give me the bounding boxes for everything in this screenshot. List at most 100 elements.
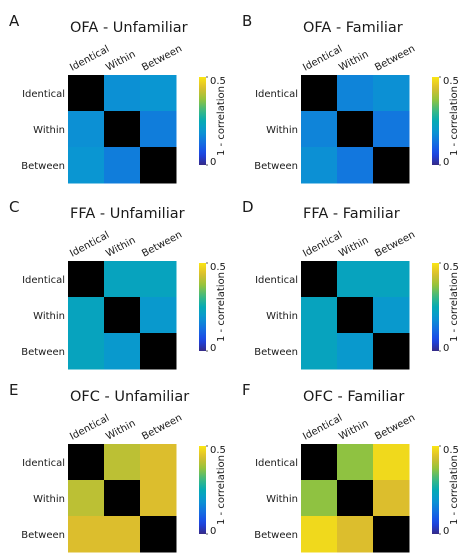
colorbar-tick-label: 0 [443, 343, 449, 354]
chart-title: OFC - Familiar [303, 389, 404, 405]
row-label-within: Within [33, 494, 65, 505]
colorbar [199, 446, 206, 534]
panel-d: D FFA - Familiar Identical Within Between Ide… [242, 198, 460, 370]
heatmap-cell-identical-between [140, 444, 177, 481]
heatmap-cell-identical-identical [301, 261, 338, 298]
column-label-identical: Identical [68, 44, 111, 74]
chart-title: FFA - Unfamiliar [70, 206, 185, 222]
chart-title: OFC - Unfamiliar [70, 389, 189, 405]
heatmap-cell-between-between [373, 516, 410, 553]
colorbar-tick-label: 0 [210, 526, 216, 537]
heatmap-cell-between-between [140, 333, 177, 370]
panel-c: C FFA - Unfamiliar Identical Within Between I… [9, 198, 227, 370]
colorbar-tick-label: 0.5 [443, 76, 459, 87]
row-label-identical: Identical [255, 458, 298, 469]
heatmap-cell-within-within [337, 480, 374, 517]
chart-title: FFA - Familiar [303, 206, 400, 222]
heatmap-cell-between-within [337, 516, 374, 553]
chart-title: OFA - Familiar [303, 20, 403, 36]
heatmap-cell-identical-identical [301, 75, 338, 112]
colorbar-label: 1 - correlation [449, 272, 460, 342]
heatmap-cell-between-within [104, 516, 141, 553]
panel-letter: E [9, 381, 18, 399]
row-label-identical: Identical [22, 89, 65, 100]
colorbar [432, 446, 439, 534]
heatmap-cell-identical-identical [301, 444, 338, 481]
colorbar-tick-label: 0 [443, 157, 449, 168]
heatmap-cell-within-identical [68, 480, 105, 517]
colorbar [199, 77, 206, 165]
heatmap-cell-identical-between [373, 261, 410, 298]
colorbar-tick-label: 0 [443, 526, 449, 537]
heatmap-cell-identical-within [104, 261, 141, 298]
heatmap-cell-identical-identical [68, 444, 105, 481]
heatmap-cell-between-within [104, 147, 141, 184]
heatmap-cell-identical-between [373, 444, 410, 481]
row-label-between: Between [21, 347, 65, 358]
heatmap-cell-between-between [373, 333, 410, 370]
column-label-between: Between [373, 412, 417, 442]
heatmap-cell-within-between [140, 297, 177, 334]
heatmap-cell-identical-within [337, 261, 374, 298]
heatmap-cell-within-within [104, 480, 141, 517]
row-label-identical: Identical [255, 89, 298, 100]
column-label-identical: Identical [301, 413, 344, 443]
heatmap-cell-within-identical [301, 111, 338, 148]
column-label-between: Between [140, 412, 184, 442]
colorbar-tick-label: 0.5 [443, 445, 459, 456]
column-label-between: Between [140, 43, 184, 73]
column-label-identical: Identical [68, 230, 111, 260]
heatmap-cell-identical-between [373, 75, 410, 112]
heatmap-cell-within-identical [68, 111, 105, 148]
heatmap-cell-identical-within [104, 444, 141, 481]
heatmap-cell-within-identical [68, 297, 105, 334]
row-label-between: Between [21, 161, 65, 172]
chart-title: OFA - Unfamiliar [70, 20, 188, 36]
heatmap-cell-between-between [140, 147, 177, 184]
column-label-identical: Identical [301, 230, 344, 260]
colorbar-label: 1 - correlation [216, 86, 227, 156]
column-label-between: Between [373, 43, 417, 73]
column-label-identical: Identical [301, 44, 344, 74]
heatmap-cell-within-within [337, 297, 374, 334]
heatmap-cell-within-between [373, 480, 410, 517]
row-label-within: Within [266, 311, 298, 322]
column-label-between: Between [373, 229, 417, 259]
heatmap-cell-within-within [337, 111, 374, 148]
heatmap-cell-between-identical [301, 516, 338, 553]
heatmap-cell-between-identical [68, 147, 105, 184]
heatmap-cell-within-between [373, 111, 410, 148]
heatmap-cell-within-between [140, 480, 177, 517]
column-label-identical: Identical [68, 413, 111, 443]
heatmap-cell-between-identical [68, 516, 105, 553]
row-label-between: Between [254, 347, 298, 358]
heatmap-cell-between-within [337, 147, 374, 184]
heatmap-cell-within-within [104, 111, 141, 148]
heatmap-cell-identical-within [104, 75, 141, 112]
row-label-within: Within [33, 125, 65, 136]
panel-letter: F [242, 381, 251, 399]
row-label-within: Within [266, 125, 298, 136]
colorbar [432, 263, 439, 351]
heatmap-cell-within-between [373, 297, 410, 334]
colorbar-label: 1 - correlation [449, 455, 460, 525]
heatmap-cell-between-identical [68, 333, 105, 370]
heatmap-cell-between-between [373, 147, 410, 184]
colorbar [432, 77, 439, 165]
heatmap-cell-between-between [140, 516, 177, 553]
row-label-identical: Identical [255, 275, 298, 286]
row-label-within: Within [266, 494, 298, 505]
colorbar-tick-label: 0 [210, 343, 216, 354]
heatmap-cell-identical-between [140, 75, 177, 112]
row-label-between: Between [21, 530, 65, 541]
colorbar-tick-label: 0 [210, 157, 216, 168]
colorbar-label: 1 - correlation [216, 455, 227, 525]
heatmap-cell-between-within [337, 333, 374, 370]
colorbar-label: 1 - correlation [216, 272, 227, 342]
heatmap-cell-within-identical [301, 480, 338, 517]
colorbar-tick-label: 0.5 [210, 76, 226, 87]
panel-letter: D [242, 198, 254, 216]
panel-a: A OFA - Unfamiliar Identical Within Between I… [9, 12, 227, 184]
panel-letter: B [242, 12, 252, 30]
